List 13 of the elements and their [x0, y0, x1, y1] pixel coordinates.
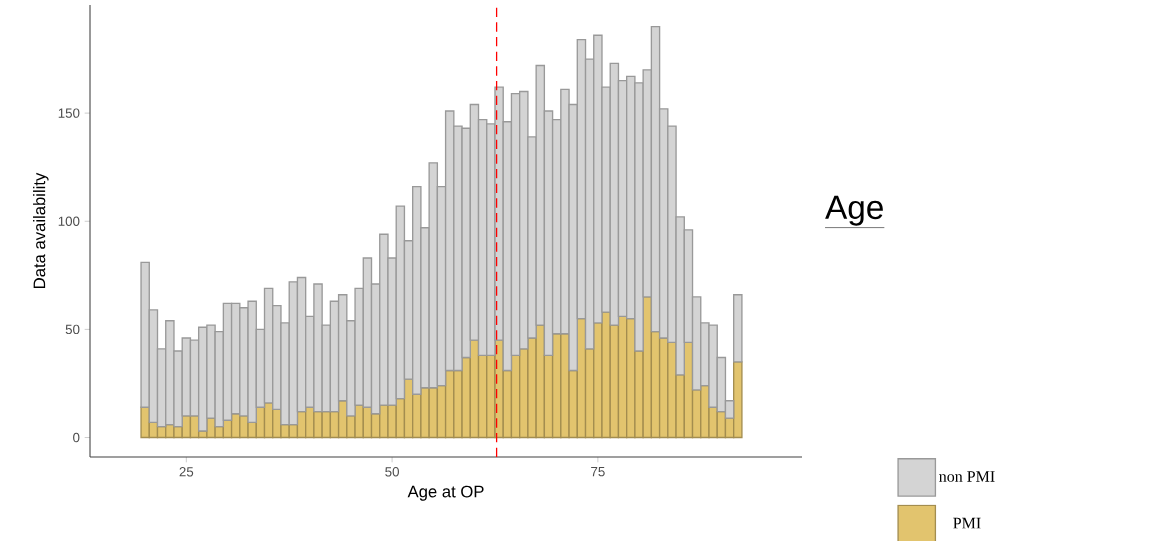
y-tick-label: 150	[58, 108, 80, 118]
x-tick-label: 50	[385, 467, 399, 477]
legend-label: non PMI	[939, 471, 995, 482]
y-tick-label: 100	[58, 216, 80, 226]
text: Age	[825, 195, 883, 226]
x-tick-label: 75	[591, 467, 605, 477]
legend-label: PMI	[953, 517, 981, 529]
x-tick-label: 25	[179, 467, 194, 477]
y-tick-label: 50	[65, 324, 80, 335]
y-axis-title: Data availability	[33, 172, 49, 288]
y-tick-label: 0	[73, 432, 80, 443]
bar	[733, 294, 743, 363]
x-axis-title: Age at OP	[407, 485, 484, 501]
